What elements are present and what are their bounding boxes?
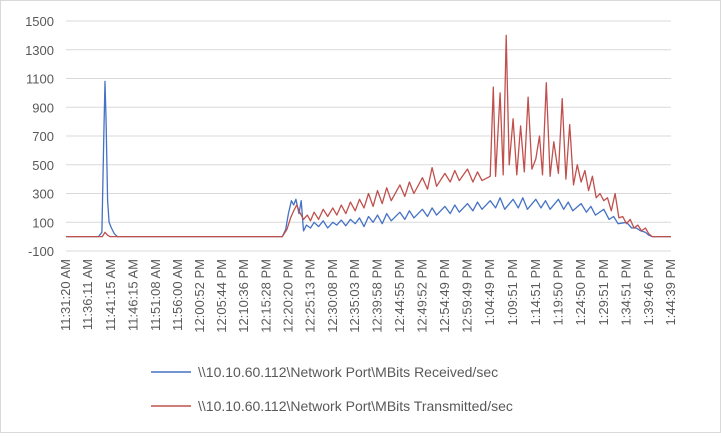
x-tick-label: 12:49:52 PM	[414, 259, 429, 333]
y-tick-label: 700	[32, 129, 54, 144]
y-axis-tick-labels: -100 100 300 500 700 900 1100 1300 1500	[25, 14, 54, 259]
x-tick-label: 12:30:08 PM	[325, 259, 340, 333]
x-tick-label: 12:25:13 PM	[303, 259, 318, 333]
x-tick-label: 11:46:15 AM	[126, 259, 141, 331]
legend-label-received: \\10.10.60.112\Network Port\MBits Receiv…	[198, 364, 498, 380]
x-tick-label: 1:04:49 PM	[482, 259, 497, 326]
x-tick-label: 11:36:11 AM	[80, 259, 95, 330]
y-tick-label: 1300	[25, 43, 54, 58]
x-tick-label: 1:24:50 PM	[573, 259, 588, 326]
y-tick-label: 500	[32, 158, 54, 173]
y-tick-label: -100	[28, 244, 54, 259]
x-tick-label: 1:44:39 PM	[663, 259, 678, 326]
x-tick-label: 1:14:51 PM	[528, 259, 543, 326]
x-tick-label: 12:35:03 PM	[347, 259, 362, 333]
x-tick-label: 12:10:36 PM	[236, 259, 251, 333]
x-tick-label: 12:59:49 PM	[460, 259, 475, 333]
series-line-transmitted	[66, 34, 671, 238]
x-tick-label: 1:34:51 PM	[619, 259, 634, 326]
x-tick-label: 12:05:44 PM	[214, 259, 229, 333]
gridlines	[66, 20, 671, 252]
x-axis-tick-labels: 11:31:20 AM 11:36:11 AM 11:41:15 AM 11:46:1…	[58, 259, 678, 333]
x-tick-label: 11:31:20 AM	[58, 259, 73, 331]
series-lines	[66, 34, 671, 238]
x-tick-label: 11:41:15 AM	[103, 259, 118, 331]
x-tick-label: 12:20:20 PM	[280, 259, 295, 333]
legend: \\10.10.60.112\Network Port\MBits Receiv…	[151, 364, 513, 414]
x-tick-label: 12:39:58 PM	[369, 259, 384, 333]
x-tick-label: 1:09:51 PM	[505, 259, 520, 326]
y-tick-label: 1500	[25, 14, 54, 29]
x-tick-label: 1:39:46 PM	[641, 259, 656, 326]
x-tick-label: 12:44:55 PM	[392, 259, 407, 333]
y-tick-label: 100	[32, 215, 54, 230]
x-tick-label: 1:19:50 PM	[550, 259, 565, 326]
legend-label-transmitted: \\10.10.60.112\Network Port\MBits Transm…	[198, 398, 513, 414]
y-tick-label: 1100	[26, 72, 54, 87]
x-tick-label: 12:15:28 PM	[258, 259, 273, 333]
x-tick-label: 11:56:00 AM	[170, 259, 185, 331]
y-tick-label: 300	[32, 187, 54, 202]
x-tick-label: 11:51:08 AM	[148, 259, 163, 331]
series-line-received	[66, 80, 671, 238]
x-tick-label: 12:00:52 PM	[192, 259, 207, 333]
x-tick-label: 12:54:49 PM	[437, 259, 452, 333]
x-tick-label: 1:29:51 PM	[596, 259, 611, 326]
y-tick-label: 900	[32, 100, 54, 115]
